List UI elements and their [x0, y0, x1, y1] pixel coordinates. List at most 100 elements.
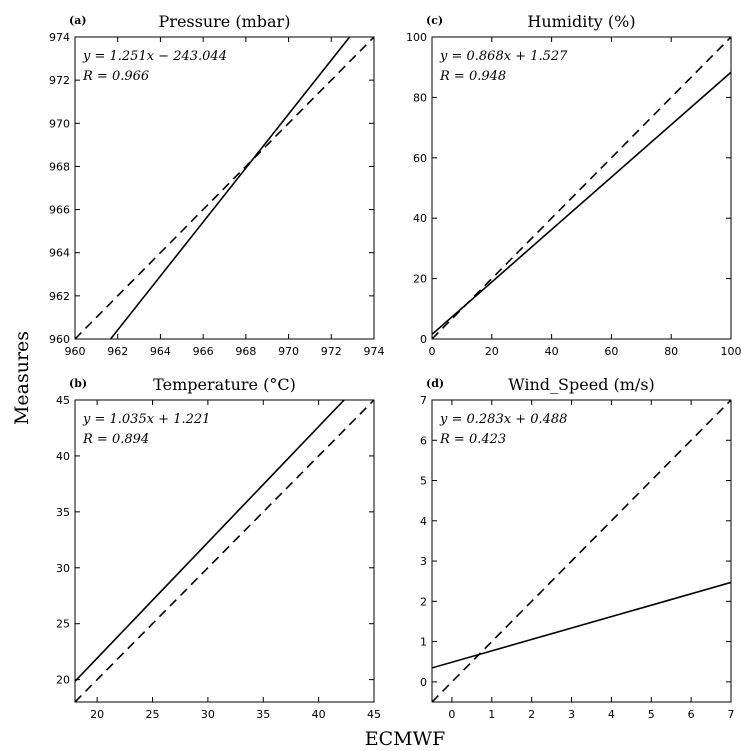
data-point	[518, 568, 529, 578]
y-tick-label: 80	[413, 91, 427, 104]
data-point	[526, 588, 537, 598]
y-tick-label: 974	[49, 31, 70, 44]
data-point	[217, 174, 228, 184]
data-point	[168, 243, 178, 253]
data-point	[183, 557, 193, 567]
data-point	[138, 277, 149, 287]
data-point	[267, 447, 277, 457]
fit-equation: y = 0.868x + 1.527	[439, 49, 568, 64]
identity-line	[432, 37, 731, 339]
data-point	[215, 170, 225, 180]
data-point	[176, 573, 187, 584]
data-point	[552, 210, 563, 220]
x-tick-label: 25	[146, 708, 160, 721]
x-tick-label: 60	[604, 345, 618, 358]
data-point	[143, 576, 153, 586]
data-point	[175, 495, 185, 505]
data-point	[682, 552, 692, 562]
data-point	[187, 204, 198, 214]
fit-equation: y = 0.283x + 0.488	[439, 412, 567, 427]
panel-letter: (c)	[426, 14, 443, 27]
data-point	[654, 167, 664, 177]
axes-frame	[431, 399, 732, 703]
data-point	[606, 164, 617, 174]
data-point	[495, 660, 505, 670]
x-tick-label: 970	[278, 345, 299, 358]
fit-line	[109, 37, 351, 339]
data-point	[614, 604, 625, 614]
data-point	[510, 231, 521, 241]
data-point	[228, 163, 238, 173]
panel-title: Temperature (°C)	[153, 375, 296, 394]
x-tick-label: 962	[107, 345, 128, 358]
data-point	[164, 252, 174, 262]
data-point	[624, 143, 635, 153]
data-point	[561, 222, 572, 232]
panel-letter: (a)	[69, 14, 87, 27]
x-tick-label: 968	[235, 345, 256, 358]
data-point	[546, 588, 557, 598]
data-point	[602, 624, 613, 634]
x-tick-label: 20	[485, 345, 499, 358]
x-tick-label: 972	[321, 345, 342, 358]
data-point	[588, 71, 599, 81]
data-point	[538, 676, 549, 686]
data-point	[280, 438, 291, 448]
data-point	[232, 157, 243, 167]
data-point	[590, 624, 601, 634]
x-tick-label: 40	[312, 708, 326, 721]
data-point	[534, 604, 545, 614]
data-point	[170, 221, 181, 231]
data-point	[221, 167, 232, 177]
data-point	[211, 180, 221, 190]
y-tick-label: 60	[413, 152, 427, 165]
data-point	[650, 588, 661, 598]
data-point	[648, 143, 659, 153]
panel-pressure: 960 962 964 966 968 970 972 974 960 962 964 966 968 9…	[49, 12, 385, 358]
x-tick-label: 1	[488, 708, 495, 721]
data-point	[504, 273, 515, 283]
x-tick-label: 7	[728, 708, 735, 721]
axes-frame	[431, 36, 732, 340]
data-point	[205, 466, 215, 476]
data-point	[606, 624, 617, 634]
data-point	[238, 176, 249, 186]
y-tick-label: 25	[56, 618, 70, 631]
data-point	[642, 110, 653, 120]
x-tick-label: 0	[448, 708, 455, 721]
data-point	[491, 624, 501, 634]
data-point	[209, 500, 220, 510]
data-point	[499, 676, 509, 686]
data-point	[586, 604, 597, 614]
data-point	[585, 183, 596, 193]
y-tick-label: 962	[49, 290, 70, 303]
data-point	[187, 505, 198, 515]
data-point	[260, 464, 271, 474]
data-point	[550, 588, 561, 598]
data-point	[537, 231, 548, 241]
y-tick-label: 0	[420, 676, 427, 689]
data-point	[574, 552, 585, 562]
data-point	[582, 167, 593, 177]
panel-temperature: 20 25 30 35 40 45 20 25 30 35 40 45 (b) Temperature (…	[56, 375, 381, 721]
panel-title: Humidity (%)	[527, 12, 635, 31]
data-point	[271, 453, 282, 463]
y-tick-label: 0	[420, 333, 427, 346]
fit-line	[432, 581, 731, 669]
y-tick-label: 4	[420, 515, 427, 528]
data-point	[562, 676, 573, 686]
data-point	[163, 589, 173, 599]
data-point	[516, 261, 527, 271]
data-point	[127, 293, 138, 303]
data-point	[265, 457, 275, 467]
data-point	[657, 38, 667, 48]
data-point	[142, 271, 153, 281]
x-tick-label: 966	[193, 345, 214, 358]
data-point	[487, 568, 497, 578]
data-point	[196, 514, 206, 524]
data-point	[227, 478, 238, 488]
data-point	[264, 148, 275, 158]
panel-letter: (d)	[426, 377, 444, 390]
data-point	[591, 198, 602, 208]
data-point	[463, 282, 473, 292]
